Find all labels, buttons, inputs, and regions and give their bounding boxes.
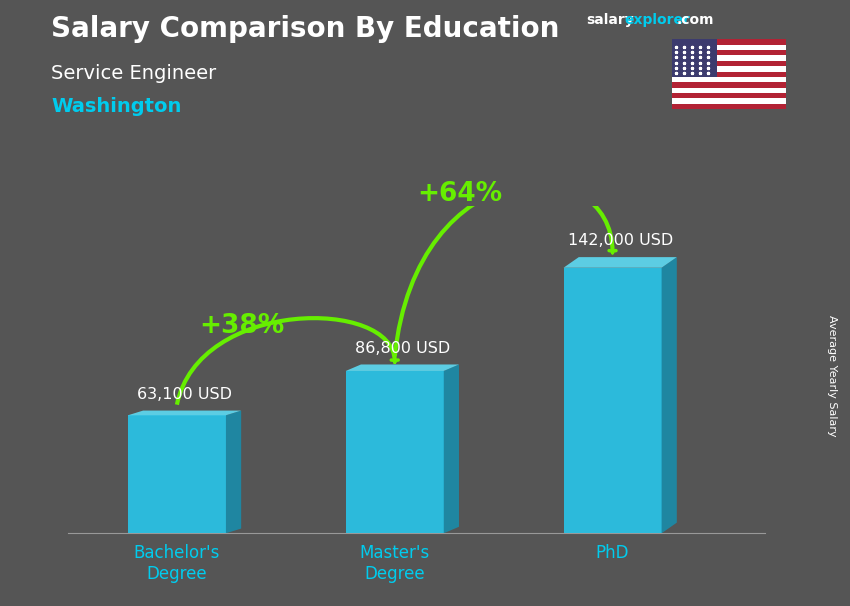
Text: explorer: explorer — [624, 13, 689, 27]
Text: Average Yearly Salary: Average Yearly Salary — [827, 315, 837, 436]
Polygon shape — [346, 364, 459, 371]
Bar — [672, 61, 786, 66]
Text: +64%: +64% — [417, 181, 502, 207]
Polygon shape — [226, 411, 241, 533]
Polygon shape — [444, 364, 459, 533]
Bar — [672, 88, 786, 93]
Bar — [128, 415, 226, 533]
Bar — [346, 371, 444, 533]
Text: 63,100 USD: 63,100 USD — [137, 387, 232, 402]
Bar — [672, 66, 786, 72]
Bar — [672, 93, 786, 98]
Bar — [672, 39, 786, 45]
Polygon shape — [564, 257, 677, 268]
Bar — [564, 268, 661, 533]
Bar — [672, 39, 717, 77]
Polygon shape — [661, 257, 677, 533]
Bar — [672, 77, 786, 82]
Text: .com: .com — [677, 13, 714, 27]
Text: Service Engineer: Service Engineer — [51, 64, 216, 82]
Polygon shape — [128, 411, 241, 415]
Bar — [672, 82, 786, 88]
Text: +38%: +38% — [200, 313, 285, 339]
Text: Washington: Washington — [51, 97, 181, 116]
Bar — [672, 56, 786, 61]
Bar — [672, 104, 786, 109]
Text: salary: salary — [586, 13, 634, 27]
Text: 142,000 USD: 142,000 USD — [568, 233, 673, 248]
Bar — [672, 72, 786, 77]
Bar — [672, 50, 786, 56]
Text: 86,800 USD: 86,800 USD — [354, 341, 450, 356]
Text: Salary Comparison By Education: Salary Comparison By Education — [51, 15, 559, 43]
Bar — [672, 45, 786, 50]
Bar — [672, 98, 786, 104]
